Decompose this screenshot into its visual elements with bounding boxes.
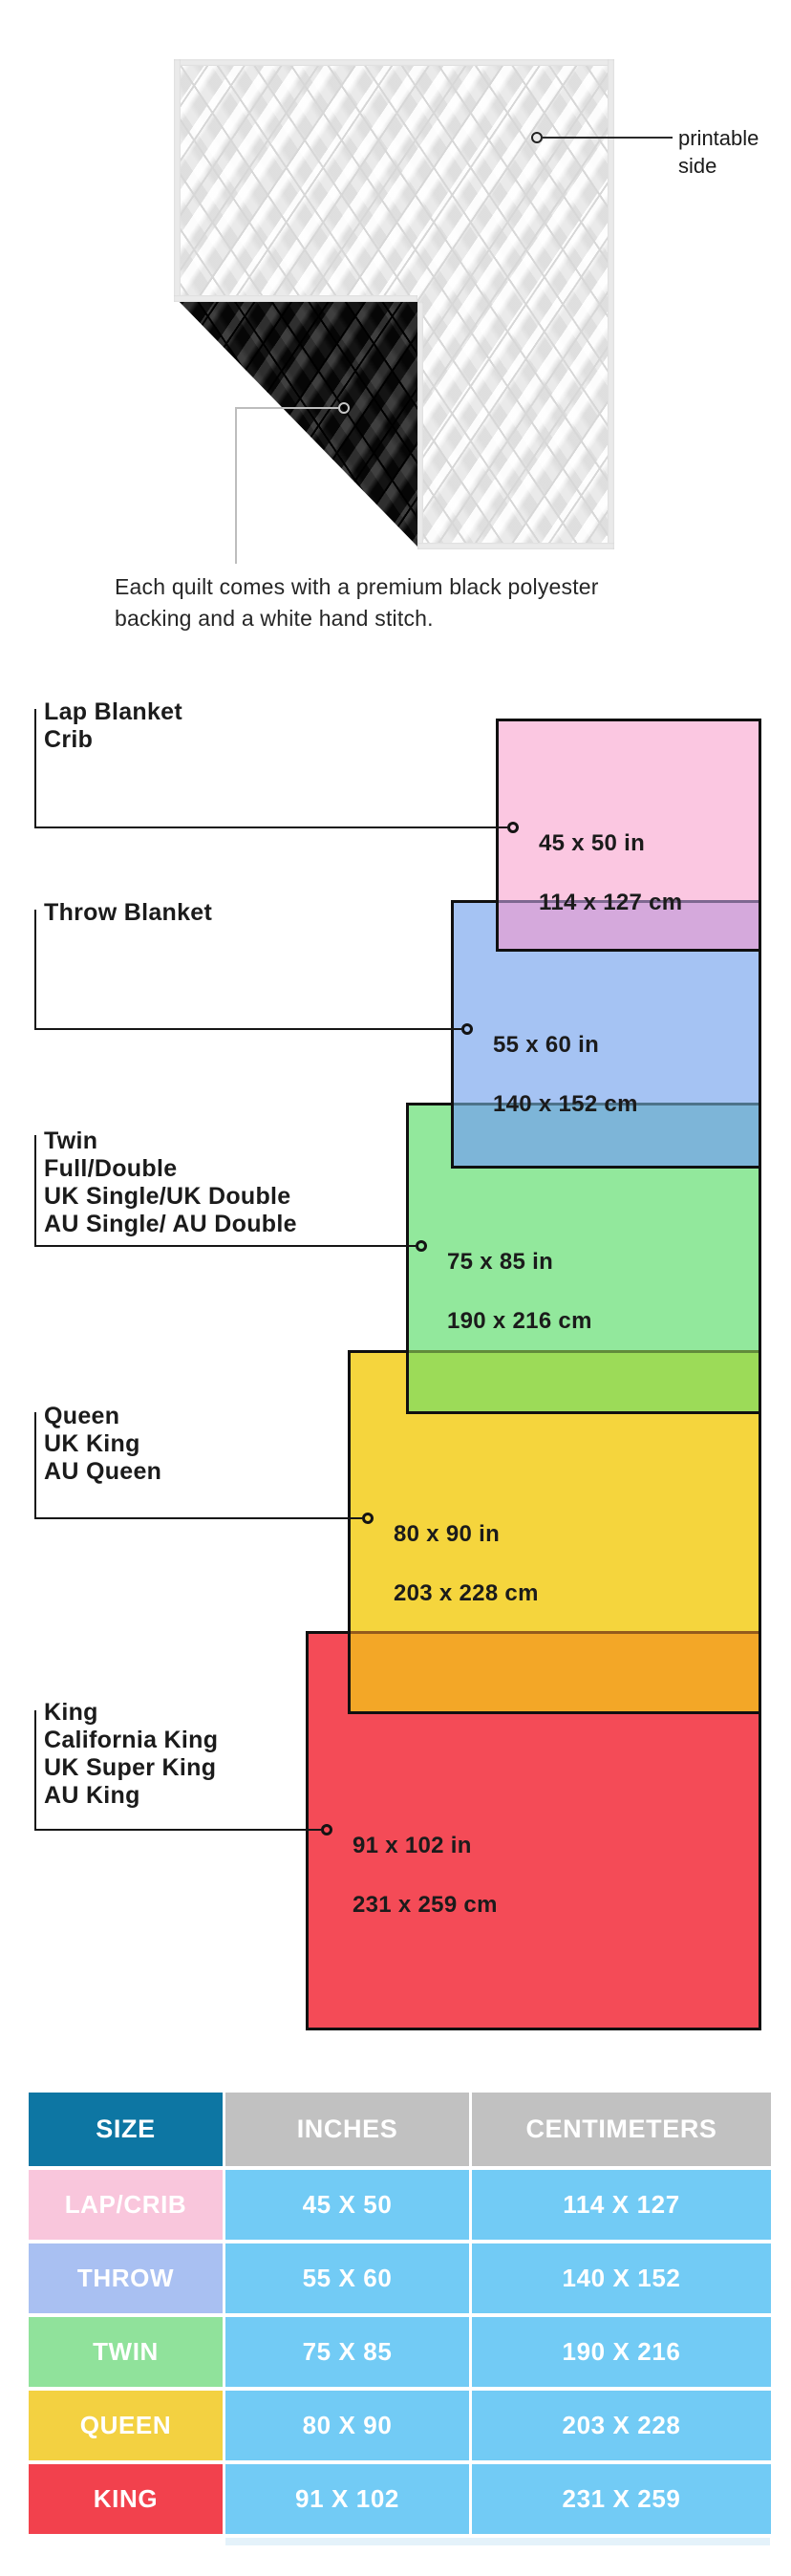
leader-twin-dot-icon bbox=[416, 1240, 427, 1252]
label-lap-crib: Lap Blanket Crib bbox=[44, 698, 182, 753]
printable-side-leader-line bbox=[543, 137, 673, 139]
table-row-twin-cm: 190 X 216 bbox=[472, 2317, 771, 2387]
backing-leader-line-h bbox=[236, 407, 338, 409]
backing-caption: Each quilt comes with a premium black po… bbox=[115, 574, 599, 631]
table-row-lap-cm: 114 X 127 bbox=[472, 2170, 771, 2240]
table-row-king-cm: 231 X 259 bbox=[472, 2464, 771, 2534]
label-throw: Throw Blanket bbox=[44, 899, 213, 926]
leader-twin-v bbox=[34, 1135, 36, 1246]
leader-lap-v bbox=[34, 709, 36, 827]
overlap-twin-queen bbox=[409, 1350, 759, 1411]
table-row-queen-size: QUEEN bbox=[29, 2391, 223, 2460]
dims-twin-inches: 75 x 85 in bbox=[447, 1249, 554, 1275]
dims-throw: 55 x 60 in 140 x 152 cm bbox=[493, 1000, 638, 1148]
label-queen: Queen UK King AU Queen bbox=[44, 1403, 162, 1485]
table-row-king-size: KING bbox=[29, 2464, 223, 2534]
quilt-binding-notch bbox=[174, 295, 417, 302]
dims-throw-inches: 55 x 60 in bbox=[493, 1032, 600, 1058]
quilt-binding-bottom bbox=[417, 543, 614, 549]
table-row-king-inches: 91 X 102 bbox=[225, 2464, 469, 2534]
table-row-lap-size: LAP/CRIB bbox=[29, 2170, 223, 2240]
table-row-twin-inches: 75 X 85 bbox=[225, 2317, 469, 2387]
quilt-binding-left bbox=[174, 59, 181, 302]
dims-lap-inches: 45 x 50 in bbox=[539, 830, 646, 856]
dims-lap-cm: 114 x 127 cm bbox=[539, 890, 683, 915]
table-row-throw-cm: 140 X 152 bbox=[472, 2243, 771, 2313]
quilt-binding-column-left bbox=[417, 302, 423, 549]
leader-lap-dot-icon bbox=[507, 822, 519, 833]
quilt-binding-right bbox=[608, 59, 614, 549]
dims-queen: 80 x 90 in 203 x 228 cm bbox=[394, 1490, 539, 1638]
quilt-binding-top bbox=[174, 59, 614, 66]
table-header-centimeters: CENTIMETERS bbox=[472, 2093, 771, 2166]
overlap-throw-twin bbox=[454, 1103, 759, 1166]
quilt-backing-corner-image bbox=[180, 302, 420, 549]
leader-king-h bbox=[34, 1829, 321, 1831]
size-table: SIZE INCHES CENTIMETERS LAP/CRIB 45 X 50… bbox=[29, 2093, 771, 2534]
backing-leader-line-v bbox=[235, 407, 237, 564]
table-row-lap-inches: 45 X 50 bbox=[225, 2170, 469, 2240]
table-row-throw-size: THROW bbox=[29, 2243, 223, 2313]
printable-side-label: printable side bbox=[678, 126, 759, 178]
leader-throw-h bbox=[34, 1028, 461, 1030]
table-row-throw-inches: 55 X 60 bbox=[225, 2243, 469, 2313]
dims-king-inches: 91 x 102 in bbox=[353, 1833, 472, 1858]
dims-lap-crib: 45 x 50 in 114 x 127 cm bbox=[539, 799, 682, 947]
label-twin: Twin Full/Double UK Single/UK Double AU … bbox=[44, 1127, 297, 1237]
dims-twin: 75 x 85 in 190 x 216 cm bbox=[447, 1217, 592, 1365]
leader-queen-h bbox=[34, 1517, 362, 1519]
table-bottom-shadow bbox=[225, 2538, 770, 2545]
dims-queen-inches: 80 x 90 in bbox=[394, 1521, 501, 1547]
table-header-inches: INCHES bbox=[225, 2093, 469, 2166]
leader-queen-dot-icon bbox=[362, 1513, 374, 1524]
table-row-queen-inches: 80 X 90 bbox=[225, 2391, 469, 2460]
leader-king-v bbox=[34, 1710, 36, 1830]
leader-queen-v bbox=[34, 1412, 36, 1518]
dims-twin-cm: 190 x 216 cm bbox=[447, 1308, 592, 1334]
table-header-size: SIZE bbox=[29, 2093, 223, 2166]
overlap-lap-throw bbox=[499, 900, 759, 949]
table-row-twin-size: TWIN bbox=[29, 2317, 223, 2387]
leader-twin-h bbox=[34, 1245, 416, 1247]
leader-throw-dot-icon bbox=[461, 1023, 473, 1035]
leader-king-dot-icon bbox=[321, 1824, 332, 1835]
dims-king-cm: 231 x 259 cm bbox=[353, 1892, 498, 1918]
leader-throw-v bbox=[34, 910, 36, 1029]
leader-lap-h bbox=[34, 826, 507, 828]
label-king: King California King UK Super King AU Ki… bbox=[44, 1699, 219, 1809]
printable-side-marker-icon bbox=[531, 132, 543, 143]
dims-king: 91 x 102 in 231 x 259 cm bbox=[353, 1801, 498, 1949]
dims-throw-cm: 140 x 152 cm bbox=[493, 1091, 638, 1117]
overlap-queen-king bbox=[351, 1631, 759, 1711]
table-row-queen-cm: 203 X 228 bbox=[472, 2391, 771, 2460]
backing-marker-icon bbox=[338, 402, 350, 414]
dims-queen-cm: 203 x 228 cm bbox=[394, 1580, 539, 1606]
